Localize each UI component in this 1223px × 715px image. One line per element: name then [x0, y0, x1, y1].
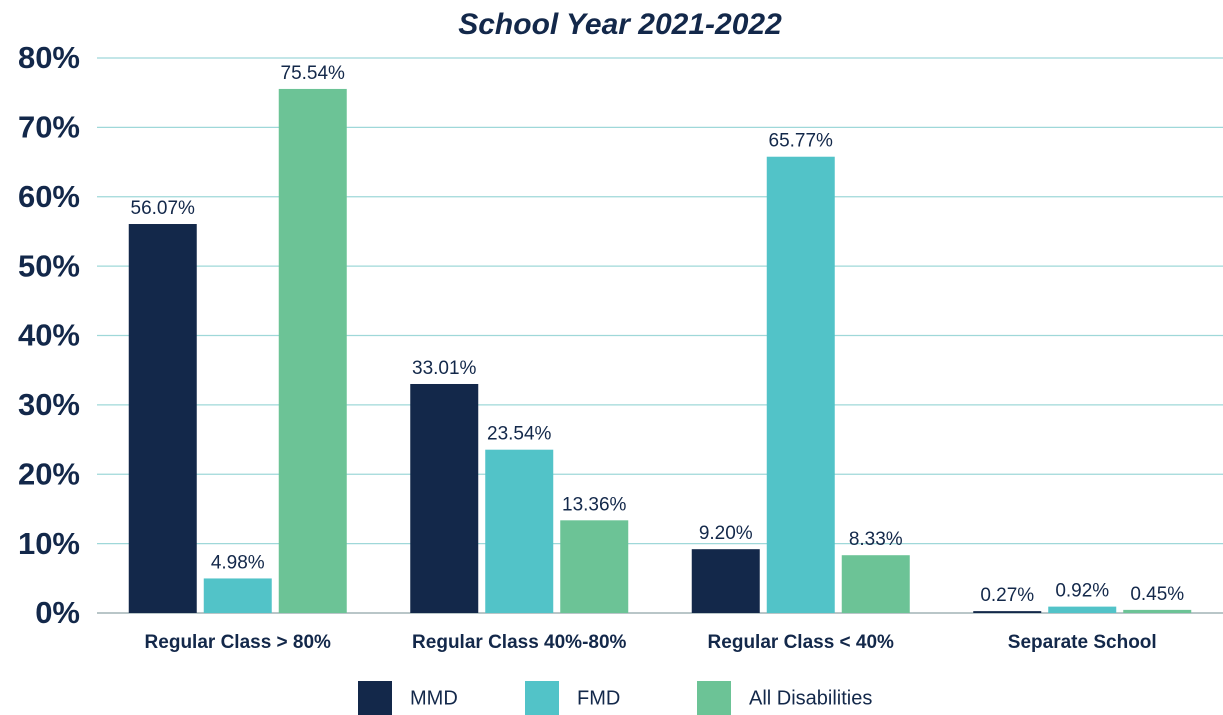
y-tick-label: 50% [18, 248, 80, 283]
legend-label: FMD [577, 687, 620, 709]
bar [203, 578, 272, 613]
bar [1123, 609, 1192, 613]
bar [766, 156, 835, 613]
bar [410, 383, 479, 613]
value-label: 4.98% [211, 552, 265, 573]
legend-swatch [358, 681, 392, 715]
bar [560, 520, 629, 613]
y-tick-label: 30% [18, 387, 80, 422]
value-label: 13.36% [562, 494, 627, 515]
legend-label: All Disabilities [749, 687, 872, 709]
value-label: 0.27% [980, 585, 1034, 606]
legend-swatch [697, 681, 731, 715]
x-tick-label: Separate School [1008, 632, 1157, 653]
value-label: 56.07% [131, 198, 196, 219]
bar [128, 224, 197, 613]
value-label: 75.54% [281, 63, 346, 84]
y-tick-label: 60% [18, 179, 80, 214]
y-tick-label: 80% [18, 40, 80, 75]
y-tick-label: 40% [18, 318, 80, 353]
chart-title: School Year 2021-2022 [458, 8, 782, 41]
value-label: 23.54% [487, 424, 552, 445]
value-label: 65.77% [769, 131, 834, 152]
value-label: 8.33% [849, 529, 903, 550]
bar [485, 449, 554, 613]
y-tick-label: 20% [18, 456, 80, 491]
bar [691, 549, 760, 613]
x-tick-label: Regular Class > 80% [145, 632, 332, 653]
bar [973, 611, 1042, 613]
x-tick-label: Regular Class < 40% [708, 632, 895, 653]
bar [841, 555, 910, 613]
value-label: 33.01% [412, 358, 477, 379]
y-tick-label: 70% [18, 110, 80, 145]
y-tick-label: 10% [18, 526, 80, 561]
legend-label: MMD [410, 687, 458, 709]
bar [1048, 606, 1117, 613]
legend-swatch [525, 681, 559, 715]
value-label: 0.45% [1130, 584, 1184, 605]
x-tick-label: Regular Class 40%-80% [412, 632, 626, 653]
value-label: 9.20% [699, 523, 753, 544]
y-tick-label: 0% [35, 595, 80, 630]
bar [278, 88, 347, 613]
value-label: 0.92% [1055, 581, 1109, 602]
